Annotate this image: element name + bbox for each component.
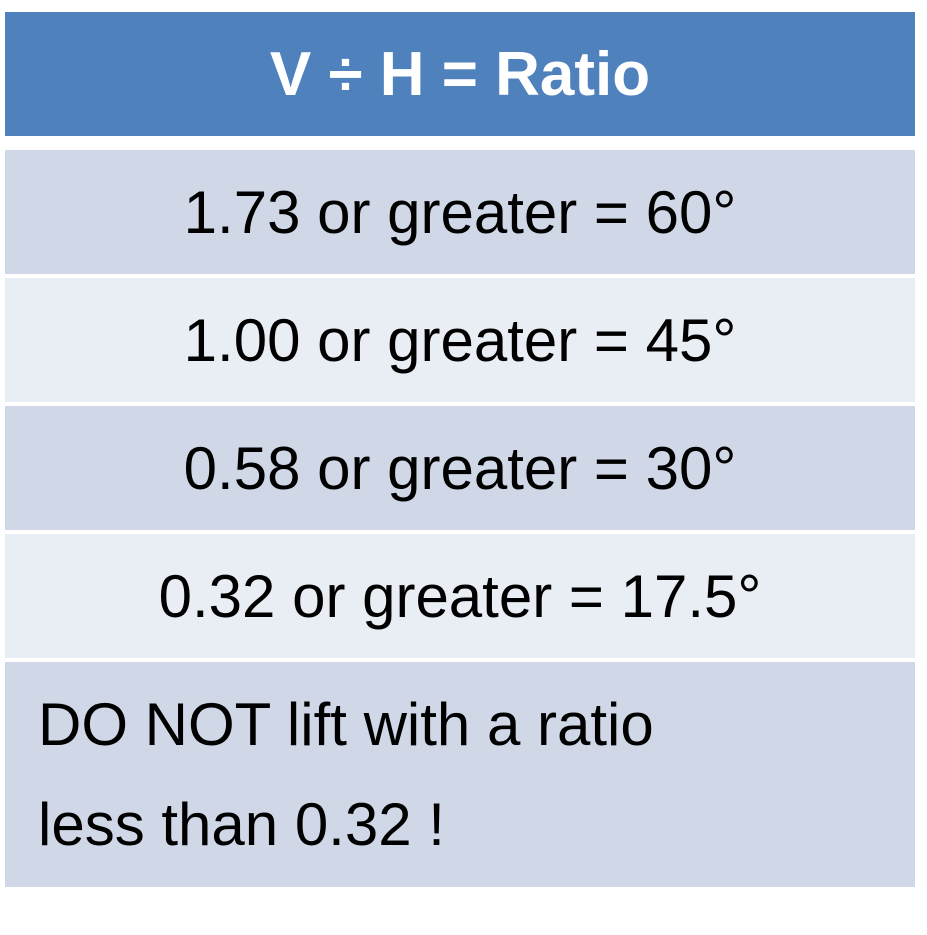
table-header: V ÷ H = Ratio <box>5 12 915 136</box>
table-row: 0.32 or greater = 17.5° <box>5 534 915 658</box>
warning-text: DO NOT lift with a ratio less than 0.32 … <box>38 690 654 858</box>
table-row: 1.00 or greater = 45° <box>5 278 915 402</box>
table-body: 1.73 or greater = 60° 1.00 or greater = 4… <box>5 150 915 658</box>
warning-cell: DO NOT lift with a ratio less than 0.32 … <box>5 662 915 887</box>
table-row: 0.58 or greater = 30° <box>5 406 915 530</box>
ratio-table: V ÷ H = Ratio 1.73 or greater = 60° 1.00 … <box>5 12 915 887</box>
table-row: 1.73 or greater = 60° <box>5 150 915 274</box>
